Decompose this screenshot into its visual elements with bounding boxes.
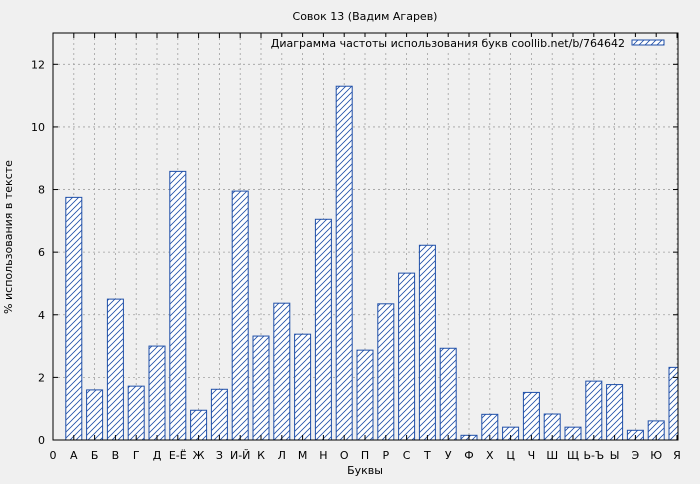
x-tick-label: Ь-Ъ — [583, 449, 604, 462]
x-tick-label: Я — [673, 449, 681, 462]
x-tick-label: 0 — [50, 449, 57, 462]
y-axis-label: % использования в тексте — [2, 160, 15, 314]
x-tick-label: Г — [133, 449, 140, 462]
x-tick-label: Б — [91, 449, 99, 462]
x-tick-label: Д — [153, 449, 162, 462]
x-tick-label: Е-Ё — [169, 449, 187, 462]
bar — [273, 302, 291, 441]
bar — [86, 389, 104, 441]
bar — [65, 196, 83, 441]
bar-series — [65, 85, 679, 441]
x-tick-label: У — [445, 449, 452, 462]
y-tick-label: 0 — [38, 434, 45, 447]
x-tick-label: С — [403, 449, 411, 462]
bar — [252, 335, 270, 441]
x-tick-label: К — [257, 449, 265, 462]
y-axis-ticks: 0 2 4 6 8 10 12 — [31, 58, 678, 447]
bar — [585, 380, 603, 441]
bar — [106, 298, 124, 441]
x-tick-label: Т — [423, 449, 431, 462]
x-tick-label: И-Й — [230, 449, 250, 462]
bar — [606, 384, 624, 441]
bar — [294, 333, 312, 441]
x-axis-ticks: 0 А Б В Г Д Е-Ё Ж З И-Й К Л М Н О П Р С Т У Ф Х Ц Ч Ш Щ Ь-Ъ Ы Э Ю Я — [50, 33, 681, 462]
legend: Диаграмма частоты использования букв coo… — [270, 37, 672, 51]
x-tick-label: Н — [319, 449, 327, 462]
bar — [210, 388, 228, 441]
x-tick-label: Э — [632, 449, 640, 462]
y-tick-label: 6 — [38, 246, 45, 259]
legend-label: Диаграмма частоты использования букв coo… — [271, 37, 625, 50]
y-tick-label: 12 — [31, 58, 45, 71]
x-tick-label: Л — [278, 449, 286, 462]
x-tick-label: Х — [486, 449, 494, 462]
y-tick-label: 8 — [38, 184, 45, 197]
bar — [418, 244, 436, 441]
x-tick-label: Ч — [528, 449, 536, 462]
bar — [127, 385, 145, 441]
x-tick-label: О — [340, 449, 349, 462]
x-tick-label: Ж — [193, 449, 205, 462]
legend-background — [270, 37, 672, 51]
bar — [148, 345, 166, 441]
x-tick-label: Щ — [567, 449, 579, 462]
x-tick-label: В — [112, 449, 120, 462]
x-tick-label: З — [216, 449, 223, 462]
bar — [335, 85, 353, 441]
x-tick-label: Ф — [464, 449, 473, 462]
bar — [314, 218, 332, 441]
x-tick-label: П — [361, 449, 369, 462]
y-tick-label: 4 — [38, 309, 45, 322]
bar — [169, 170, 187, 441]
y-tick-label: 2 — [38, 371, 45, 384]
y-tick-label: 10 — [31, 121, 45, 134]
x-tick-label: Ы — [610, 449, 620, 462]
bar — [356, 349, 374, 441]
x-tick-label: Ш — [546, 449, 558, 462]
x-tick-label: Ц — [506, 449, 515, 462]
x-tick-label: А — [70, 449, 78, 462]
grid-lines — [53, 33, 678, 440]
bar — [377, 303, 395, 441]
bar — [668, 366, 679, 441]
x-tick-label: М — [298, 449, 308, 462]
bar — [522, 391, 540, 441]
x-axis-label: Буквы — [347, 464, 383, 477]
plot-frame — [52, 32, 679, 441]
chart-title: Совок 13 (Вадим Агарев) — [293, 10, 438, 23]
bar — [231, 190, 249, 441]
bar — [439, 347, 457, 441]
x-tick-label: Ю — [650, 449, 662, 462]
bar — [398, 272, 416, 441]
legend-swatch — [631, 39, 665, 46]
x-tick-label: Р — [382, 449, 389, 462]
